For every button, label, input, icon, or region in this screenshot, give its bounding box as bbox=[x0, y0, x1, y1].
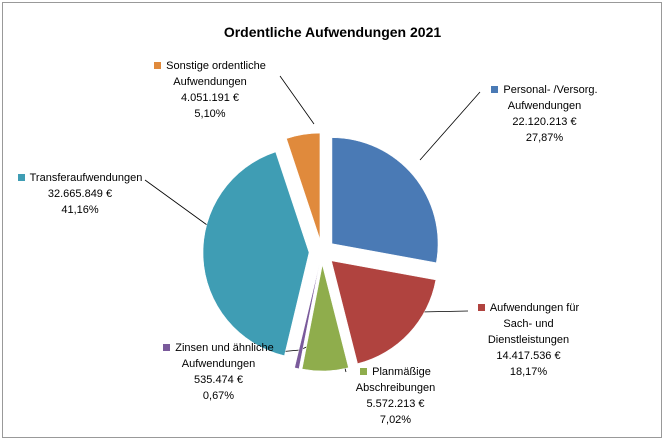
legend-swatch bbox=[360, 368, 368, 375]
pie-slice bbox=[286, 132, 321, 240]
category-label: Zinsen und ähnliche Aufwendungen bbox=[175, 342, 274, 370]
value-label: 22.120.213 € bbox=[512, 116, 577, 128]
slice-label: Planmäßige Abschreibungen 5.572.213 € 7,02… bbox=[348, 364, 443, 428]
slice-label: Sonstige ordentliche Aufwendungen 4.051.1… bbox=[150, 58, 270, 122]
legend-swatch bbox=[17, 174, 25, 181]
label-name-line: Personal- /Versorg. Aufwendungen bbox=[487, 82, 602, 114]
legend-swatch bbox=[163, 344, 171, 351]
percent-label: 5,10% bbox=[194, 108, 226, 120]
category-label: Sonstige ordentliche Aufwendungen bbox=[166, 60, 266, 88]
category-label: Transferaufwendungen bbox=[29, 172, 143, 184]
leader-line bbox=[419, 91, 481, 161]
label-name-line: Aufwendungen für Sach- und Dienstleistun… bbox=[476, 300, 581, 348]
label-name-line: Sonstige ordentliche Aufwendungen bbox=[150, 58, 270, 90]
percent-label: 7,02% bbox=[379, 414, 412, 426]
slice-label: Transferaufwendungen 32.665.849 € 41,16% bbox=[10, 170, 150, 218]
value-label: 535.474 € bbox=[194, 374, 243, 386]
legend-swatch bbox=[477, 304, 485, 311]
pie-slice bbox=[331, 260, 437, 364]
slice-label: Personal- /Versorg. Aufwendungen 22.120.2… bbox=[487, 82, 602, 146]
pie-slice bbox=[202, 151, 310, 356]
value-label: 5.572.213 € bbox=[366, 398, 425, 410]
category-label: Aufwendungen für Sach- und Dienstleistun… bbox=[487, 302, 580, 346]
leader-line bbox=[279, 75, 315, 125]
category-label: Personal- /Versorg. Aufwendungen bbox=[503, 84, 598, 112]
slice-label: Aufwendungen für Sach- und Dienstleistun… bbox=[476, 300, 581, 380]
legend-swatch bbox=[154, 62, 162, 69]
percent-label: 18,17% bbox=[509, 366, 548, 378]
label-name-line: Transferaufwendungen bbox=[10, 170, 150, 186]
label-name-line: Planmäßige Abschreibungen bbox=[348, 364, 443, 396]
pie-slice bbox=[294, 264, 320, 370]
category-label: Planmäßige Abschreibungen bbox=[355, 366, 436, 394]
value-label: 14.417.536 € bbox=[496, 350, 561, 362]
pie-slice bbox=[301, 264, 349, 372]
chart-title: Ordentliche Aufwendungen 2021 bbox=[223, 24, 442, 40]
percent-label: 41,16% bbox=[61, 204, 99, 216]
percent-label: 27,87% bbox=[525, 132, 564, 144]
slice-label: Zinsen und ähnliche Aufwendungen 535.474 … bbox=[156, 340, 281, 404]
value-label: 4.051.191 € bbox=[180, 92, 240, 104]
label-name-line: Zinsen und ähnliche Aufwendungen bbox=[156, 340, 281, 372]
pie-slice bbox=[331, 137, 439, 263]
legend-swatch bbox=[491, 86, 499, 93]
percent-label: 0,67% bbox=[202, 390, 235, 402]
value-label: 32.665.849 € bbox=[47, 188, 113, 200]
